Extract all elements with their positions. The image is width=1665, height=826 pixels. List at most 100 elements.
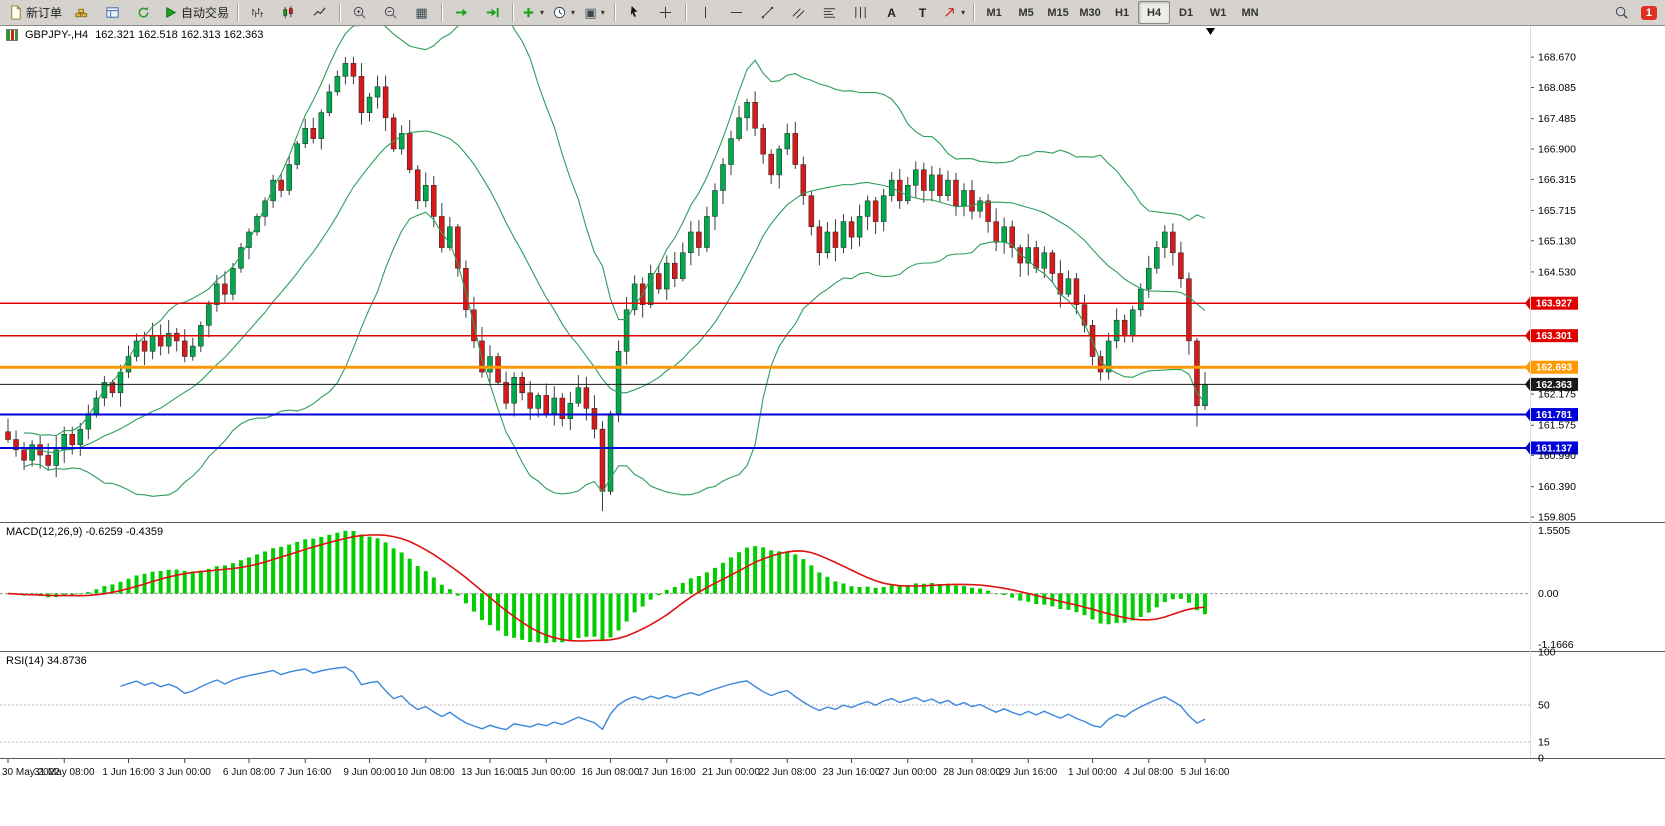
bar-chart-icon	[252, 7, 264, 18]
svg-text:161.137: 161.137	[1536, 443, 1573, 454]
template-icon: ▣	[584, 5, 597, 20]
notification-badge[interactable]: 1	[1640, 5, 1657, 20]
line-chart-button[interactable]	[304, 1, 335, 24]
svg-text:28 Jun 08:00: 28 Jun 08:00	[943, 767, 1001, 778]
svg-text:13 Jun 16:00: 13 Jun 16:00	[461, 767, 519, 778]
templates-button[interactable]: ▣ ▾	[579, 1, 610, 24]
toolbar-separator	[339, 3, 341, 22]
new-order-button[interactable]: 新订单	[4, 1, 66, 24]
trendline-icon	[761, 6, 774, 19]
svg-text:27 Jun 00:00: 27 Jun 00:00	[879, 767, 937, 778]
search-button[interactable]	[1606, 1, 1637, 24]
text-label-tool-button[interactable]: T	[907, 1, 938, 24]
chevron-down-icon: ▾	[600, 8, 605, 17]
chart-symbol-icon	[6, 29, 18, 41]
svg-text:160.390: 160.390	[1538, 481, 1576, 493]
chart-ohlc-values: 162.321 162.518 162.313 162.363	[95, 29, 264, 41]
tile-windows-icon: ▦	[415, 5, 428, 20]
timeframe-button-m1[interactable]: M1	[986, 6, 1002, 19]
svg-text:5 Jul 16:00: 5 Jul 16:00	[1181, 767, 1230, 778]
svg-text:163.927: 163.927	[1536, 299, 1573, 310]
chart-shift-button[interactable]	[477, 1, 508, 24]
chart-canvas[interactable]: 163.927 163.301 162.693 162.363 161.781 161.1…	[0, 26, 1665, 826]
periods-button[interactable]: ▾	[548, 1, 579, 24]
svg-text:29 Jun 16:00: 29 Jun 16:00	[999, 767, 1057, 778]
svg-text:15 Jun 00:00: 15 Jun 00:00	[517, 767, 575, 778]
svg-text:161.781: 161.781	[1536, 410, 1573, 421]
cycle-lines-tool-button[interactable]	[845, 1, 876, 24]
gold-bars-icon	[75, 8, 88, 18]
line-chart-icon	[313, 7, 326, 16]
svg-text:1.5505: 1.5505	[1538, 525, 1570, 537]
toolbar-separator	[237, 3, 239, 22]
crosshair-button[interactable]	[650, 1, 681, 24]
svg-text:50: 50	[1538, 700, 1550, 712]
horizontal-line-tool-button[interactable]	[721, 1, 752, 24]
toolbar-separator	[512, 3, 514, 22]
timeframe-button-m15[interactable]: M15	[1047, 6, 1069, 19]
svg-text:0.00: 0.00	[1538, 588, 1559, 600]
chart-title: GBPJPY-,H4 162.321 162.518 162.313 162.3…	[6, 29, 263, 41]
chart-window: 163.927 163.301 162.693 162.363 161.781 161.1…	[0, 26, 1665, 826]
svg-text:22 Jun 08:00: 22 Jun 08:00	[758, 767, 816, 778]
svg-text:30 May 2022: 30 May 2022	[2, 767, 60, 778]
timeframe-button-m30[interactable]: M30	[1079, 6, 1101, 19]
svg-text:23 Jun 16:00: 23 Jun 16:00	[823, 767, 881, 778]
toolbar-separator	[973, 3, 975, 22]
svg-text:21 Jun 00:00: 21 Jun 00:00	[702, 767, 760, 778]
price-scale[interactable]	[1530, 26, 1665, 759]
autotrading-button[interactable]: 自动交易	[159, 1, 233, 24]
timeframe-button-d1[interactable]: D1	[1179, 6, 1194, 19]
indicators-button[interactable]: ▾	[517, 1, 548, 24]
new-order-label: 新订单	[26, 6, 63, 20]
rsi-indicator-label: RSI(14) 34.8736	[6, 655, 87, 667]
autotrading-play-icon	[166, 7, 177, 18]
text-tool-button[interactable]: A	[876, 1, 907, 24]
tile-windows-button[interactable]: ▦	[406, 1, 437, 24]
main-toolbar: 新订单 自动交易 ▦ ▾ ▾	[0, 0, 1665, 26]
horizontal-line-icon	[730, 12, 743, 13]
timeframe-button-m5[interactable]: M5	[1018, 6, 1034, 19]
svg-text:0: 0	[1538, 753, 1544, 765]
arrows-tool-button[interactable]: ▾	[938, 1, 969, 24]
svg-text:165.130: 165.130	[1538, 235, 1576, 247]
data-window-button[interactable]	[97, 1, 128, 24]
svg-text:166.900: 166.900	[1538, 143, 1576, 155]
search-icon	[1615, 6, 1628, 19]
timeframe-button-h4[interactable]: H4	[1138, 1, 1171, 24]
zoom-in-button[interactable]	[344, 1, 375, 24]
fibonacci-tool-button[interactable]	[814, 1, 845, 24]
chevron-down-icon: ▾	[961, 8, 966, 17]
candlestick-chart-button[interactable]	[273, 1, 304, 24]
vertical-line-tool-button[interactable]	[690, 1, 721, 24]
svg-text:9 Jun 00:00: 9 Jun 00:00	[343, 767, 396, 778]
svg-text:168.085: 168.085	[1538, 82, 1576, 94]
market-watch-button[interactable]	[66, 1, 97, 24]
data-window-icon	[106, 7, 119, 18]
timeframe-button-w1[interactable]: W1	[1209, 6, 1227, 19]
timeframe-button-mn[interactable]: MN	[1241, 6, 1259, 19]
macd-indicator-label: MACD(12,26,9) -0.6259 -0.4359	[6, 526, 164, 538]
svg-text:163.301: 163.301	[1536, 331, 1573, 342]
channel-tool-button[interactable]	[783, 1, 814, 24]
svg-text:16 Jun 08:00: 16 Jun 08:00	[582, 767, 640, 778]
svg-text:6 Jun 08:00: 6 Jun 08:00	[223, 767, 276, 778]
svg-text:168.670: 168.670	[1538, 52, 1576, 64]
trendline-tool-button[interactable]	[752, 1, 783, 24]
zoom-out-button[interactable]	[375, 1, 406, 24]
timeframe-button-h1[interactable]: H1	[1115, 6, 1130, 19]
equidistant-channel-icon	[792, 8, 805, 19]
toolbar-separator	[685, 3, 687, 22]
svg-text:-1.1666: -1.1666	[1538, 639, 1574, 651]
auto-scroll-button[interactable]	[446, 1, 477, 24]
svg-text:162.363: 162.363	[1536, 380, 1573, 391]
refresh-button[interactable]	[128, 1, 159, 24]
cursor-button[interactable]	[619, 1, 650, 24]
bar-chart-button[interactable]	[242, 1, 273, 24]
crosshair-icon	[659, 6, 672, 19]
svg-text:166.315: 166.315	[1538, 174, 1576, 186]
toolbar-separator	[614, 3, 616, 22]
chart-plot-area[interactable]	[0, 26, 1530, 759]
time-axis[interactable]	[0, 759, 1530, 792]
